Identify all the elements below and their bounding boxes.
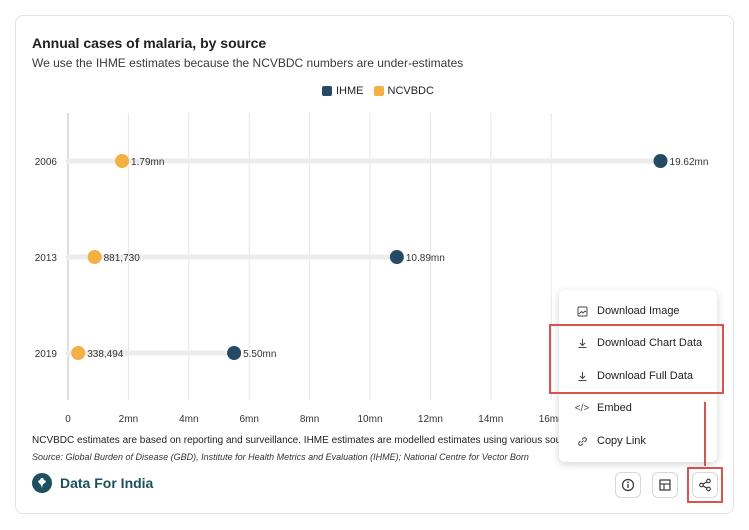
chart-title: Annual cases of malaria, by source [32, 35, 267, 51]
chart-subtitle: We use the IHME estimates because the NC… [32, 56, 464, 70]
legend-item-ihme[interactable]: IHME [322, 85, 364, 97]
x-tick-label: 0 [65, 414, 71, 425]
chart-source: Source: Global Burden of Disease (GBD), … [32, 452, 529, 462]
legend-label-ncvbdc: NCVBDC [387, 85, 434, 97]
ihme-point[interactable] [653, 154, 668, 168]
menu-item-label: Download Chart Data [597, 337, 703, 349]
info-icon [621, 478, 635, 492]
menu-item-label: Embed [597, 402, 632, 414]
legend-swatch-ncvbdc [373, 86, 384, 96]
download-icon [575, 371, 589, 382]
download-icon [575, 338, 589, 349]
annotation-arrow [704, 402, 706, 466]
x-tick-label: 2mn [119, 414, 138, 425]
y-category-label: 2006 [35, 157, 58, 168]
ncvbdc-data-label: 338,494 [87, 349, 124, 360]
menu-item-embed[interactable]: </> Embed [559, 393, 717, 423]
download-options-highlight [549, 324, 724, 394]
ihme-data-label: 5.50mn [243, 349, 276, 360]
menu-item-download-image[interactable]: Download Image [559, 296, 717, 326]
y-category-label: 2019 [35, 349, 58, 360]
ihme-data-label: 19.62mn [670, 157, 709, 168]
menu-item-label: Copy Link [597, 435, 646, 447]
ihme-point[interactable] [227, 346, 242, 360]
table-view-button[interactable] [652, 472, 678, 498]
menu-item-download-full-data[interactable]: Download Full Data [559, 361, 717, 391]
x-tick-label: 6mn [239, 414, 258, 425]
ncvbdc-data-label: 881,730 [104, 253, 141, 264]
code-icon: </> [574, 402, 590, 414]
chart-note: NCVBDC estimates are based on reporting … [32, 435, 560, 446]
share-icon [699, 478, 711, 492]
x-tick-label: 10mn [357, 414, 382, 425]
x-tick-label: 16mn [539, 414, 564, 425]
menu-item-label: Download Full Data [597, 370, 693, 382]
ncvbdc-point[interactable] [87, 250, 102, 264]
x-tick-label: 4mn [179, 414, 198, 425]
ncvbdc-data-label: 1.79mn [131, 157, 164, 168]
brand[interactable]: Data For India [32, 473, 153, 493]
x-tick-label: 12mn [418, 414, 443, 425]
india-map-logo-icon [32, 473, 52, 493]
share-button[interactable] [692, 472, 718, 498]
menu-item-label: Download Image [597, 305, 680, 317]
menu-item-copy-link[interactable]: Copy Link [559, 426, 717, 456]
share-menu: Download Image Download Chart Data Downl… [559, 290, 717, 462]
info-button[interactable] [615, 472, 641, 498]
legend-label-ihme: IHME [336, 85, 364, 97]
x-tick-label: 14mn [478, 414, 503, 425]
ncvbdc-point[interactable] [115, 154, 130, 168]
legend-swatch-ihme [322, 86, 332, 96]
legend-item-ncvbdc[interactable]: NCVBDC [373, 85, 434, 97]
ihme-point[interactable] [389, 250, 404, 264]
chart-plot: 0 2mn 4mn 6mn 8mn 10mn 12mn 14mn 16mn 2006 1.79mn 1… [35, 113, 709, 425]
menu-item-download-chart-data[interactable]: Download Chart Data [559, 328, 717, 358]
brand-name: Data For India [60, 475, 154, 491]
x-tick-label: 8mn [300, 414, 319, 425]
ihme-data-label: 10.89mn [406, 253, 445, 264]
chart-legend: IHME NCVBDC [322, 85, 434, 97]
image-download-icon [575, 306, 589, 317]
y-category-label: 2013 [35, 253, 58, 264]
share-button-highlight [687, 467, 723, 503]
table-icon [659, 479, 671, 491]
ncvbdc-point[interactable] [71, 346, 86, 360]
link-icon [575, 436, 589, 447]
